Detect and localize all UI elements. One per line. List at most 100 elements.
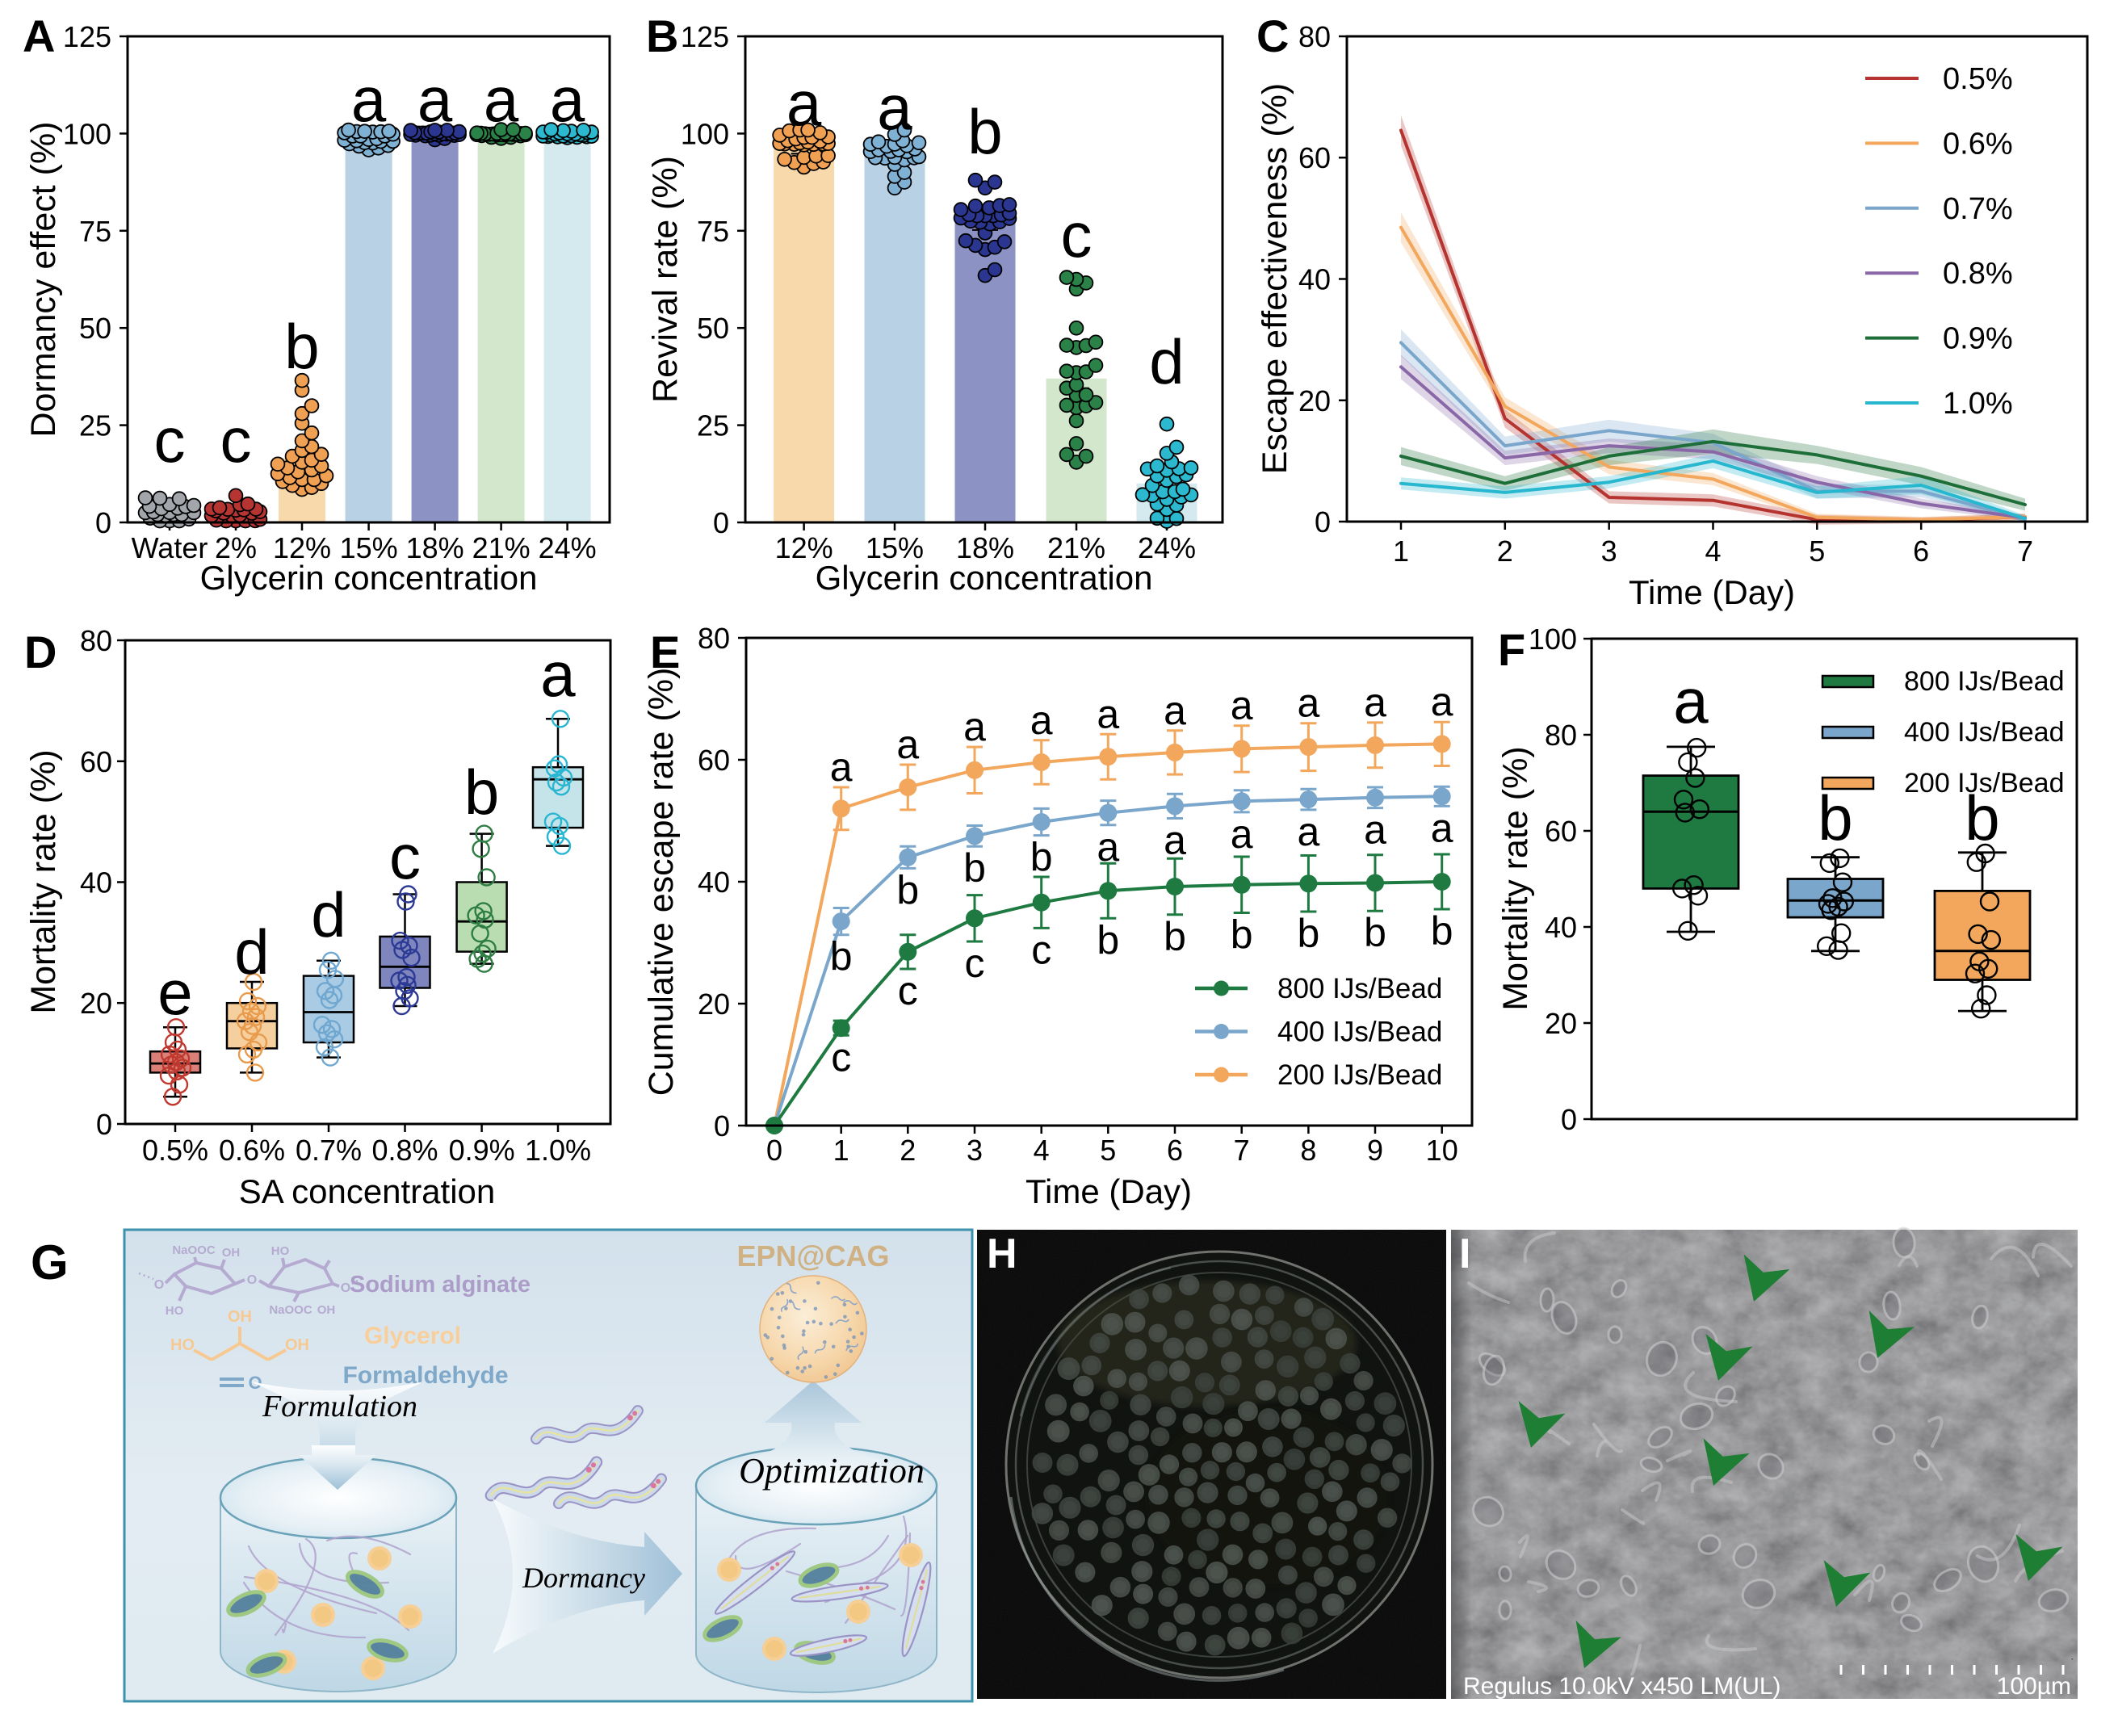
svg-text:G: G (31, 1235, 69, 1289)
svg-text:2: 2 (900, 1134, 916, 1167)
svg-text:O: O (341, 1281, 350, 1295)
svg-text:C: C (1256, 10, 1289, 61)
svg-text:0: 0 (95, 506, 111, 539)
svg-text:Sodium alginate: Sodium alginate (350, 1272, 531, 1298)
svg-text:Revival rate (%): Revival rate (%) (646, 156, 685, 403)
svg-text:2%: 2% (215, 531, 257, 564)
svg-text:NaOOC: NaOOC (172, 1243, 216, 1257)
svg-text:b: b (963, 845, 986, 891)
svg-text:a: a (550, 64, 585, 135)
svg-text:Mortality rate (%): Mortality rate (%) (24, 749, 63, 1013)
svg-text:20: 20 (1545, 1007, 1577, 1040)
svg-text:80: 80 (80, 624, 112, 657)
svg-text:0: 0 (1315, 505, 1331, 539)
svg-text:a: a (1431, 805, 1453, 850)
svg-text:c: c (831, 1034, 851, 1080)
svg-text:80: 80 (698, 622, 730, 655)
svg-text:50: 50 (79, 312, 111, 345)
svg-text:3: 3 (967, 1134, 983, 1167)
svg-text:b: b (1097, 917, 1119, 962)
svg-text:Regulus 10.0kV x450 LM(UL): Regulus 10.0kV x450 LM(UL) (1463, 1673, 1781, 1700)
svg-text:b: b (284, 311, 319, 382)
svg-text:OH: OH (222, 1246, 241, 1260)
svg-text:OH: OH (228, 1308, 252, 1326)
svg-text:24%: 24% (1138, 531, 1196, 564)
svg-text:10: 10 (1426, 1134, 1458, 1167)
svg-text:20: 20 (698, 988, 730, 1021)
svg-text:a: a (1297, 681, 1319, 726)
svg-text:50: 50 (697, 312, 729, 345)
svg-text:b: b (464, 757, 499, 828)
svg-text:7: 7 (2017, 535, 2033, 568)
svg-text:0.7%: 0.7% (1943, 192, 2013, 226)
svg-text:0.8%: 0.8% (371, 1134, 438, 1167)
svg-text:a: a (1431, 679, 1453, 724)
svg-text:B: B (646, 10, 678, 61)
svg-text:SA concentration: SA concentration (239, 1172, 496, 1210)
svg-text:HO: HO (170, 1336, 195, 1354)
svg-text:0.6%: 0.6% (219, 1134, 285, 1167)
svg-text:b: b (1965, 782, 1999, 853)
svg-text:12%: 12% (775, 531, 833, 564)
svg-text:b: b (1164, 914, 1186, 959)
svg-text:b: b (1431, 908, 1453, 954)
svg-text:200 IJs/Bead: 200 IJs/Bead (1277, 1059, 1442, 1091)
svg-text:0.5%: 0.5% (1943, 62, 2013, 96)
svg-text:a: a (786, 68, 822, 139)
svg-text:O: O (154, 1278, 164, 1292)
svg-text:c: c (220, 405, 252, 476)
svg-text:b: b (1231, 912, 1253, 958)
svg-text:5: 5 (1809, 535, 1825, 568)
svg-text:c: c (1061, 199, 1093, 270)
svg-text:NaOOC: NaOOC (269, 1303, 312, 1317)
svg-text:0: 0 (714, 1109, 730, 1143)
svg-text:60: 60 (1298, 141, 1331, 174)
svg-text:Formaldehyde: Formaldehyde (342, 1362, 508, 1389)
svg-text:60: 60 (80, 745, 112, 778)
svg-text:b: b (967, 96, 1002, 167)
svg-text:0: 0 (96, 1108, 112, 1141)
svg-text:a: a (1030, 698, 1053, 743)
svg-text:1.0%: 1.0% (525, 1134, 591, 1167)
svg-text:c: c (898, 968, 918, 1013)
svg-text:125: 125 (63, 20, 111, 53)
svg-text:100µm: 100µm (1997, 1673, 2071, 1700)
svg-text:OH: OH (317, 1303, 336, 1317)
svg-text:0.5%: 0.5% (142, 1134, 208, 1167)
svg-text:a: a (351, 64, 387, 135)
svg-text:18%: 18% (406, 531, 464, 564)
svg-text:c: c (154, 405, 186, 476)
svg-text:15%: 15% (340, 531, 398, 564)
svg-text:Glycerin concentration: Glycerin concentration (816, 559, 1153, 597)
svg-text:1: 1 (1393, 535, 1409, 568)
svg-text:Water: Water (132, 531, 208, 564)
svg-text:A: A (23, 10, 55, 61)
svg-text:800 IJs/Bead: 800 IJs/Bead (1904, 666, 2064, 697)
svg-text:1.0%: 1.0% (1943, 387, 2013, 421)
svg-text:24%: 24% (539, 531, 597, 564)
svg-text:c: c (1031, 927, 1051, 972)
svg-text:O: O (247, 1273, 257, 1287)
svg-text:a: a (1364, 807, 1386, 853)
svg-text:75: 75 (79, 215, 111, 248)
svg-text:a: a (1231, 811, 1253, 857)
svg-text:6: 6 (1167, 1134, 1183, 1167)
svg-text:0.7%: 0.7% (296, 1134, 362, 1167)
svg-text:D: D (24, 627, 57, 677)
svg-text:I: I (1459, 1231, 1470, 1277)
svg-text:2: 2 (1497, 535, 1513, 568)
svg-text:a: a (484, 64, 519, 135)
svg-text:a: a (1164, 818, 1186, 863)
svg-text:b: b (830, 934, 853, 979)
svg-text:a: a (896, 722, 919, 767)
svg-text:HO: HO (271, 1244, 290, 1258)
svg-text:Escape effectiveness (%): Escape effectiveness (%) (1256, 83, 1294, 474)
svg-text:0.8%: 0.8% (1943, 257, 2013, 291)
svg-text:OH: OH (285, 1336, 309, 1354)
svg-text:d: d (1149, 326, 1184, 397)
svg-text:Glycerin concentration: Glycerin concentration (200, 559, 538, 597)
svg-text:40: 40 (80, 866, 112, 899)
svg-text:c: c (389, 821, 421, 892)
svg-text:3: 3 (1601, 535, 1617, 568)
svg-text:4: 4 (1705, 535, 1721, 568)
